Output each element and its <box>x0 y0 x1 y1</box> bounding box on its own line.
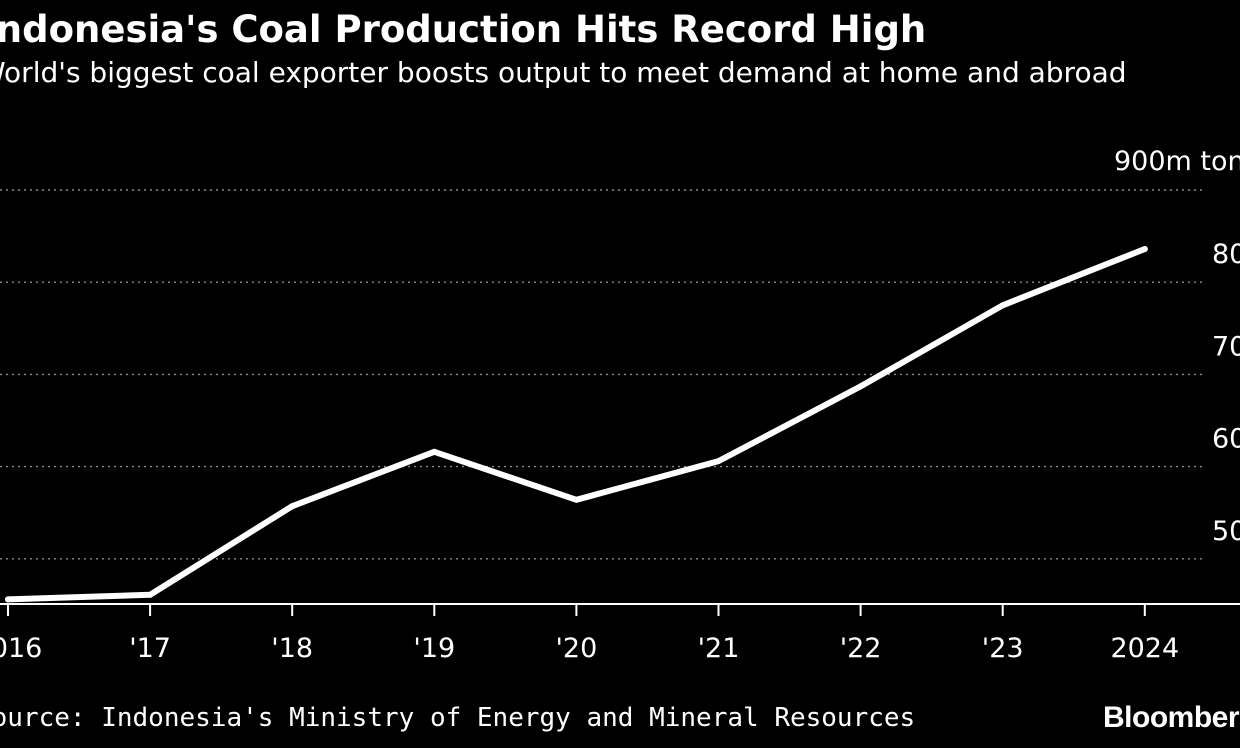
x-tick-label-8: 2024 <box>1110 633 1179 664</box>
y-tick-label-800: 800 <box>1212 239 1240 270</box>
data-point-'20 <box>573 496 580 503</box>
data-point-'22 <box>857 383 864 390</box>
data-point-'17 <box>147 591 154 598</box>
y-axis-tick-labels: 900m tons 800 700 600 500 <box>1114 146 1240 547</box>
x-tick-label-2: '18 <box>271 633 313 664</box>
data-point-'23 <box>999 302 1006 309</box>
x-tick-label-0: 2016 <box>0 633 42 664</box>
data-point-'18 <box>289 503 296 510</box>
series-layer <box>5 246 1148 603</box>
gridlines <box>0 189 1202 560</box>
y-tick-label-700: 700 <box>1212 331 1240 362</box>
data-point-'21 <box>715 458 722 465</box>
source-note: Source: Indonesia's Ministry of Energy a… <box>0 703 916 733</box>
y-tick-label-600: 600 <box>1212 424 1240 455</box>
data-point-2024 <box>1141 246 1148 252</box>
data-point-'19 <box>431 448 438 455</box>
series-line-0 <box>5 246 1148 603</box>
bloomberg-logo: Bloomberg <box>1103 701 1240 734</box>
x-axis-tick-labels: 2016 '17 '18 '19 '20 '21 '22 '23 2024 <box>0 604 1179 664</box>
x-tick-label-3: '19 <box>413 633 455 664</box>
y-tick-label-900: 900m tons <box>1114 146 1240 177</box>
x-tick-label-7: '23 <box>982 633 1024 664</box>
x-tick-label-4: '20 <box>556 633 598 664</box>
x-tick-label-5: '21 <box>698 633 740 664</box>
data-point-2016 <box>5 596 11 603</box>
chart-title: Indonesia's Coal Production Hits Record … <box>0 8 927 51</box>
x-tick-label-1: '17 <box>129 633 171 664</box>
y-tick-label-500: 500 <box>1212 516 1240 547</box>
x-tick-label-6: '22 <box>840 633 882 664</box>
chart-subtitle: World's biggest coal exporter boosts out… <box>0 56 1127 89</box>
